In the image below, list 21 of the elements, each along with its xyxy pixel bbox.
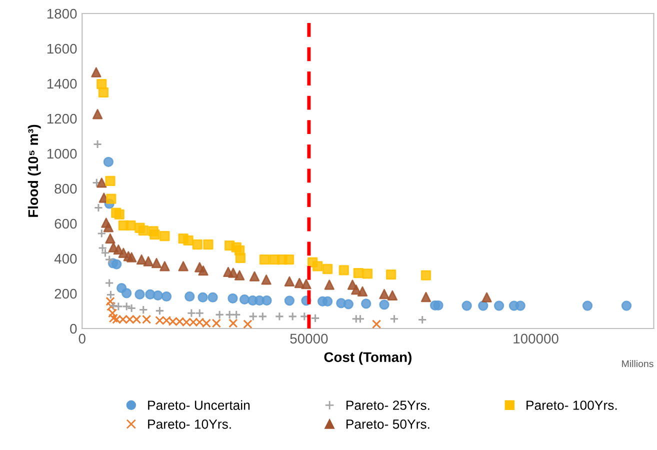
y-tick-label: 600 — [54, 218, 77, 229]
y-tick-label: 1600 — [47, 44, 77, 54]
y-tick-label: 0 — [70, 324, 77, 334]
legend-label: Pareto- 10Yrs. — [148, 419, 231, 429]
x-tick-label: 100000 — [514, 334, 558, 344]
x-tick-label: 50000 — [290, 334, 328, 344]
legend-label: Pareto- Uncertain — [148, 400, 250, 410]
x-tick-label: 0 — [78, 334, 86, 344]
legend-label: Pareto- 100Yrs. — [526, 400, 617, 410]
y-tick-label: 800 — [54, 184, 77, 194]
y-tick-label: 1400 — [47, 78, 77, 89]
y-tick-label: 200 — [54, 288, 77, 299]
legend-label: Pareto- 25Yrs. — [346, 400, 430, 410]
text: Millions — [622, 360, 654, 368]
legend-label: Pareto- 50Yrs. — [346, 419, 430, 429]
y-tick-label: 1800 — [47, 8, 77, 19]
y-axis-title: Flood (10⁵ m³) — [28, 124, 41, 217]
y-tick-label: 1000 — [47, 148, 77, 159]
y-tick-label: 400 — [54, 254, 77, 264]
x-axis-title: Cost (Toman) — [324, 352, 412, 365]
y-tick-label: 1200 — [47, 114, 77, 124]
